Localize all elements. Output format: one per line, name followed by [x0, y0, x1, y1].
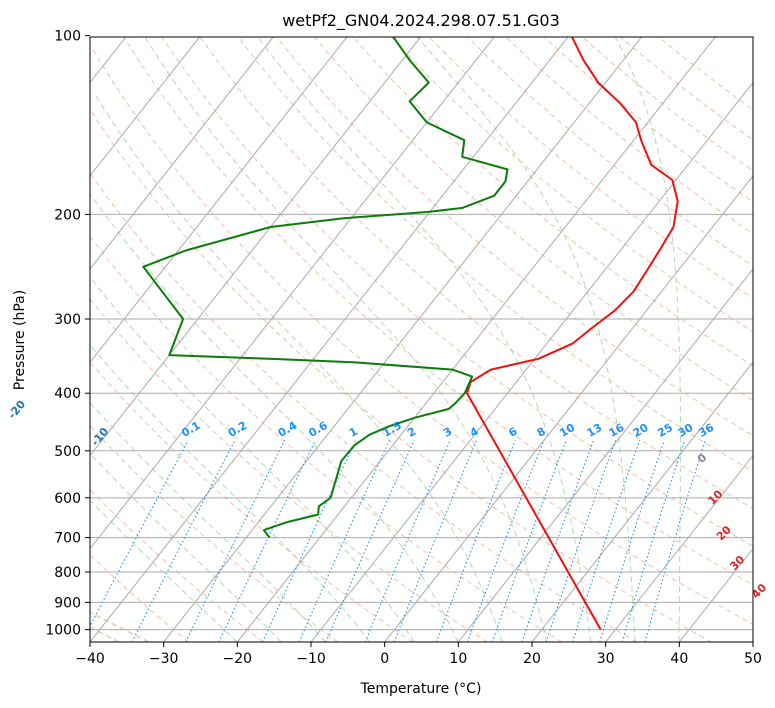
y-tick-label: 500 — [54, 444, 81, 460]
y-tick-label: 1000 — [45, 623, 81, 639]
mixing-ratio-line — [185, 440, 286, 642]
isotherm-line — [236, 37, 716, 642]
x-tick-label: −10 — [296, 651, 326, 667]
moist-adiabat-line — [90, 401, 326, 642]
mixing-ratio-line — [298, 440, 390, 642]
isotherm-line — [605, 454, 753, 642]
isotherm-line — [90, 37, 495, 550]
y-axis-label: Pressure (hPa) — [12, 290, 28, 390]
y-tick-label: 900 — [54, 595, 81, 611]
isotherm-line — [90, 37, 569, 642]
y-tick-label: 100 — [54, 29, 81, 45]
dewpoint-profile-line — [142, 37, 509, 539]
chart-title: wetPf2_GN04.2024.298.07.51.G03 — [282, 11, 560, 31]
mixing-ratio-line — [599, 440, 665, 642]
y-tick-label: 200 — [54, 207, 81, 223]
mixing-ratio-line — [364, 440, 451, 642]
isotherm-line — [384, 174, 753, 642]
temperature-profile-line — [466, 37, 679, 631]
isotherm-line — [310, 81, 753, 642]
isotherm-line — [90, 37, 422, 457]
dry-adiabat-line — [275, 37, 753, 437]
y-tick-label: 800 — [54, 565, 81, 581]
x-tick-label: 40 — [670, 651, 688, 667]
isotherm-line — [457, 268, 753, 642]
x-tick-label: 20 — [523, 651, 541, 667]
dry-adiabat-line — [90, 108, 712, 642]
moist-adiabat-line — [90, 499, 238, 642]
dry-adiabat-line — [428, 37, 753, 300]
moist-adiabat-line — [90, 344, 371, 642]
x-tick-label: 30 — [597, 651, 615, 667]
isotherm-line — [90, 37, 274, 270]
dry-adiabat-line — [90, 424, 339, 642]
dry-adiabat-label: -20 — [6, 398, 29, 422]
mixing-ratio-line — [218, 440, 316, 642]
axes-layer: −40 −30 −20 −10 0 10 20 30 40 50 100 200 300 400 500 60… — [45, 29, 762, 667]
moist-adiabat-line — [614, 37, 681, 642]
isotherm-line — [752, 641, 753, 642]
mixing-ratio-line — [325, 440, 415, 642]
x-tick-label: 10 — [449, 651, 467, 667]
mixing-ratio-line — [545, 440, 617, 642]
x-axis-label: Temperature (°C) — [360, 681, 482, 697]
moist-adiabat-line — [93, 92, 503, 642]
mixing-ratio-line — [621, 440, 686, 642]
isotherm-line — [163, 37, 643, 642]
dry-adiabat-line — [90, 553, 190, 642]
isotherm-line — [531, 361, 753, 642]
plot-background — [90, 37, 753, 642]
x-tick-label: −40 — [75, 651, 105, 667]
dry-adiabat-line — [123, 37, 753, 586]
moist-adiabat-line — [416, 37, 636, 642]
dry-adiabat-line — [90, 172, 638, 642]
dry-adiabat-line — [90, 235, 563, 642]
x-tick-label: −30 — [149, 651, 179, 667]
series-layer — [142, 37, 679, 631]
mixing-ratio-line — [90, 440, 189, 628]
moist-adiabat-line — [90, 276, 415, 642]
dry-adiabat-line — [90, 298, 488, 642]
dry-adiabat-line — [352, 37, 753, 367]
dry-adiabat-line — [90, 488, 264, 642]
y-tick-label: 700 — [54, 531, 81, 547]
y-tick-label: 300 — [54, 312, 81, 328]
x-tick-label: 50 — [744, 651, 762, 667]
grid-layer — [90, 37, 753, 642]
y-tick-label: 600 — [54, 491, 81, 507]
mixing-ratio-line — [644, 440, 706, 642]
x-tick-label: 0 — [380, 651, 389, 667]
mixing-ratio-line — [491, 440, 567, 642]
mixing-ratio-line — [521, 440, 595, 642]
plot-frame — [89, 36, 754, 643]
isotherm-line — [90, 37, 201, 177]
x-tick-label: −20 — [223, 651, 253, 667]
y-tick-label: 400 — [54, 386, 81, 402]
isotherm-line — [90, 37, 348, 364]
